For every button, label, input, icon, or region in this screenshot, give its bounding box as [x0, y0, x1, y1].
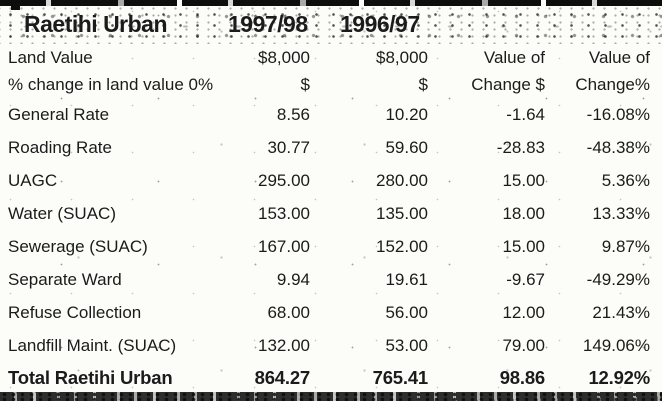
row-label: Sewerage (SUAC) [8, 236, 148, 256]
cell-change-percent: Change% [575, 74, 650, 94]
cell-1997-98: 153.00 [258, 203, 310, 223]
cell-change-dollar: 98.86 [499, 367, 545, 388]
table-row: % change in land value 0% $ $ Change $ C… [0, 71, 662, 98]
cell-1996-97: 152.00 [376, 236, 428, 256]
row-label: % change in land value 0% [8, 74, 214, 94]
cell-1996-97: 10.20 [385, 104, 428, 124]
row-label: Roading Rate [8, 137, 112, 157]
table-row: Landfill Maint. (SUAC) 132.00 53.00 79.0… [0, 329, 662, 362]
cell-1996-97: $ [418, 74, 428, 94]
cell-change-dollar: -9.67 [506, 269, 545, 289]
cell-1996-97: $8,000 [376, 47, 428, 67]
cell-change-dollar: 15.00 [502, 170, 545, 190]
table-row: Water (SUAC) 153.00 135.00 18.00 13.33% [0, 197, 662, 230]
cell-change-dollar: 15.00 [502, 236, 545, 256]
table-row: Sewerage (SUAC) 167.00 152.00 15.00 9.87… [0, 230, 662, 263]
cell-change-dollar: Value of [483, 47, 545, 67]
scan-top-edge-strip [0, 0, 662, 6]
table-total-row: Total Raetihi Urban 864.27 765.41 98.86 … [0, 364, 662, 392]
cell-change-percent: 5.36% [601, 170, 650, 190]
row-label: Separate Ward [8, 269, 122, 289]
column-year-1997-98: 1997/98 [228, 11, 308, 37]
cell-change-percent: -48.38% [586, 137, 650, 157]
cell-1996-97: 765.41 [372, 367, 429, 388]
table-row: Refuse Collection 68.00 56.00 12.00 21.4… [0, 296, 662, 329]
row-label: UAGC [8, 170, 58, 190]
cell-change-dollar: 18.00 [502, 203, 545, 223]
row-label: General Rate [8, 104, 110, 124]
cell-change-percent: Value of [588, 47, 650, 67]
cell-1996-97: 19.61 [385, 269, 428, 289]
cell-1997-98: 68.00 [267, 302, 310, 322]
cell-1997-98: 864.27 [254, 367, 311, 388]
cell-change-percent: 21.43% [592, 302, 650, 322]
table-row: General Rate 8.56 10.20 -1.64 -16.08% [0, 98, 662, 131]
cell-1996-97: 59.60 [385, 137, 428, 157]
scan-corner-mark [11, 0, 20, 10]
cell-1997-98: $8,000 [258, 47, 310, 67]
table-row: UAGC 295.00 280.00 15.00 5.36% [0, 164, 662, 197]
cell-1997-98: 295.00 [258, 170, 310, 190]
cell-change-percent: -49.29% [586, 269, 650, 289]
row-label: Land Value [8, 47, 93, 67]
cell-change-percent: 9.87% [601, 236, 650, 256]
cell-1997-98: 167.00 [258, 236, 310, 256]
scan-bottom-edge-strip [0, 392, 662, 401]
cell-1997-98: 9.94 [276, 269, 310, 289]
cell-1997-98: $ [300, 74, 310, 94]
rates-table: Land Value $8,000 $8,000 Value of Value … [0, 44, 662, 392]
cell-1997-98: 8.56 [276, 104, 310, 124]
cell-change-dollar: 12.00 [502, 302, 545, 322]
column-year-1996-97: 1996/97 [340, 11, 420, 37]
row-label: Landfill Maint. (SUAC) [8, 335, 177, 355]
cell-change-percent: -16.08% [586, 104, 650, 124]
table-row: Separate Ward 9.94 19.61 -9.67 -49.29% [0, 263, 662, 296]
table-title: Raetihi Urban [24, 11, 168, 37]
table-title-band: Raetihi Urban 1997/98 1996/97 [0, 6, 662, 44]
row-label: Refuse Collection [8, 302, 142, 322]
cell-1996-97: 56.00 [385, 302, 428, 322]
row-label: Water (SUAC) [8, 203, 116, 223]
cell-change-dollar: -28.83 [496, 137, 545, 157]
table-row: Roading Rate 30.77 59.60 -28.83 -48.38% [0, 131, 662, 164]
cell-change-percent: 13.33% [592, 203, 650, 223]
cell-change-dollar: -1.64 [506, 104, 545, 124]
row-label: Total Raetihi Urban [8, 367, 173, 388]
cell-change-percent: 149.06% [582, 335, 650, 355]
cell-1996-97: 53.00 [385, 335, 428, 355]
cell-1997-98: 30.77 [267, 137, 310, 157]
cell-change-dollar: 79.00 [502, 335, 545, 355]
cell-1997-98: 132.00 [258, 335, 310, 355]
table-row: Land Value $8,000 $8,000 Value of Value … [0, 44, 662, 71]
cell-change-percent: 12.92% [588, 367, 650, 388]
cell-change-dollar: Change $ [471, 74, 545, 94]
cell-1996-97: 280.00 [376, 170, 428, 190]
cell-1996-97: 135.00 [376, 203, 428, 223]
